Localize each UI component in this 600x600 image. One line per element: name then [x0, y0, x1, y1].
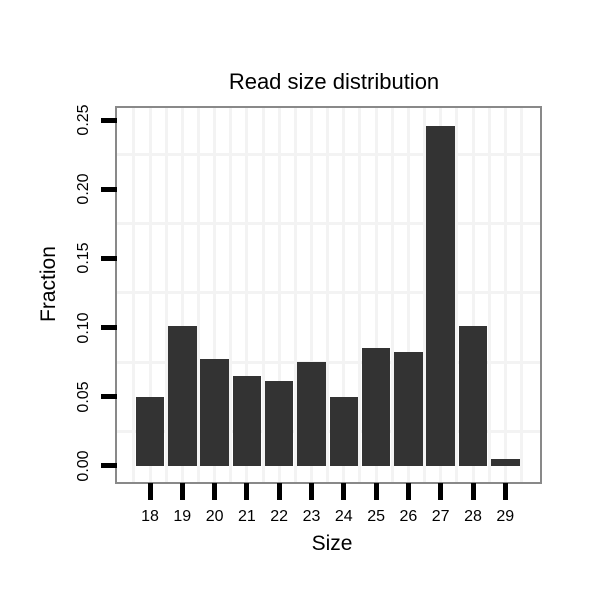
y-axis-tick-label: 0.15 — [75, 242, 92, 274]
x-axis-tick-label: 29 — [496, 508, 515, 525]
plot-panel — [115, 106, 542, 484]
x-axis-tick — [244, 483, 250, 500]
x-axis-tick-label: 28 — [464, 508, 482, 525]
gridline-vertical — [229, 108, 233, 482]
gridline-vertical — [245, 108, 249, 482]
bar-19 — [168, 326, 197, 466]
x-axis-tick — [438, 483, 444, 500]
y-axis-title: Fraction — [37, 246, 60, 322]
x-axis-tick-label: 24 — [334, 508, 353, 525]
x-axis-tick — [373, 483, 379, 500]
gridline-horizontal — [117, 291, 540, 295]
x-axis-tick-label: 25 — [367, 508, 385, 525]
x-axis-tick-label: 21 — [237, 508, 256, 525]
gridline-vertical — [471, 108, 475, 482]
y-axis-tick — [101, 117, 117, 123]
bar-21 — [232, 375, 262, 466]
bar-29 — [491, 458, 520, 466]
y-axis-tick-label: 0.20 — [75, 173, 92, 205]
bar-23 — [297, 362, 326, 466]
bar-20 — [200, 359, 229, 466]
gridline-vertical — [310, 108, 313, 482]
x-axis-title: Size — [311, 532, 353, 555]
x-axis-tick-label: 19 — [173, 508, 192, 525]
gridline-horizontal — [117, 222, 540, 226]
gridline-vertical — [487, 108, 491, 482]
x-axis-tick-label: 22 — [270, 508, 289, 525]
x-axis-tick — [341, 483, 347, 500]
gridline-vertical — [293, 108, 297, 482]
x-axis-tick — [502, 483, 508, 500]
x-axis-tick — [147, 483, 153, 500]
x-axis-tick-label: 20 — [205, 508, 224, 525]
gridline-vertical — [277, 108, 281, 482]
gridline-horizontal — [117, 153, 540, 157]
bar-18 — [135, 396, 165, 466]
x-axis-tick — [179, 483, 185, 500]
y-axis-tick — [101, 463, 117, 469]
gridline-vertical — [455, 108, 459, 482]
gridline-vertical — [423, 108, 427, 482]
gridline-vertical — [406, 108, 410, 482]
y-axis-tick-label: 0.05 — [75, 381, 92, 413]
x-axis-tick-label: 27 — [431, 508, 450, 525]
gridline-vertical — [164, 108, 168, 482]
gridline-vertical — [342, 108, 346, 482]
gridline-vertical — [358, 108, 362, 482]
gridline-vertical — [503, 108, 507, 482]
y-axis-tick-label: 0.25 — [75, 104, 92, 136]
gridline-vertical — [132, 108, 136, 482]
gridline-vertical — [148, 108, 152, 482]
gridline-vertical — [180, 108, 184, 482]
x-axis-tick — [212, 483, 218, 500]
y-axis-tick — [101, 255, 117, 261]
gridline-vertical — [213, 108, 217, 482]
bar-22 — [264, 381, 294, 466]
bar-25 — [361, 348, 391, 466]
bar-28 — [458, 326, 488, 466]
bar-24 — [329, 396, 359, 466]
gridline-horizontal — [117, 360, 540, 364]
y-axis-tick — [101, 186, 117, 192]
x-axis-tick-label: 26 — [399, 508, 418, 525]
chart-title: Read size distribution — [228, 69, 440, 94]
bar-27 — [426, 125, 455, 466]
y-axis-tick-label: 0.10 — [75, 311, 92, 344]
x-axis-tick-label: 23 — [302, 508, 321, 525]
gridline-vertical — [261, 108, 265, 482]
y-axis-tick-label: 0.00 — [75, 450, 92, 482]
gridline-vertical — [196, 108, 200, 482]
gridline-horizontal — [117, 429, 540, 433]
y-axis-tick — [101, 394, 117, 400]
gridline-vertical — [390, 108, 394, 482]
x-axis-tick — [309, 483, 314, 500]
x-axis-tick — [276, 483, 282, 500]
y-axis-tick — [101, 325, 117, 330]
bar-26 — [394, 352, 423, 466]
gridline-vertical — [519, 108, 523, 482]
gridline-vertical — [374, 108, 378, 482]
x-axis-tick — [470, 483, 476, 500]
gridline-vertical — [326, 108, 330, 482]
x-axis-tick-label: 18 — [141, 508, 159, 525]
x-axis-tick — [405, 483, 411, 500]
